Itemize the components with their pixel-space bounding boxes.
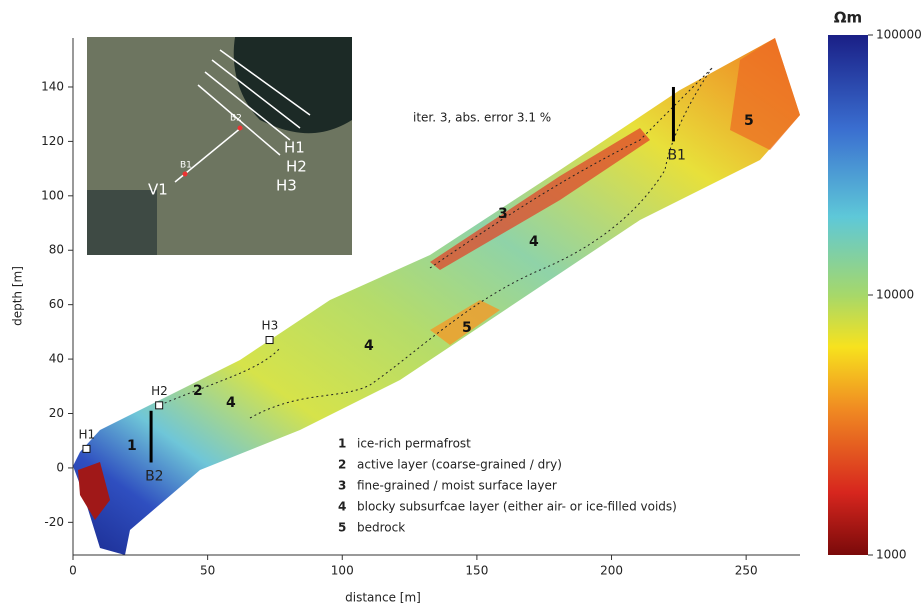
y-tick-label: 100 — [41, 188, 64, 202]
legend-text: ice-rich permafrost — [357, 437, 471, 451]
y-tick-label: 0 — [56, 460, 64, 474]
zone-label: 5 — [744, 113, 754, 129]
legend-key: 5 — [338, 521, 346, 535]
borehole — [82, 444, 91, 453]
legend-key: 3 — [338, 479, 346, 493]
profile-label: B2 — [145, 468, 164, 484]
y-tick-label: 60 — [49, 297, 64, 311]
legend-key: 1 — [338, 437, 346, 451]
borehole-label: H1 — [78, 427, 95, 441]
colorbar-tick-label: 100000 — [876, 28, 921, 42]
x-tick-label: 0 — [69, 564, 77, 578]
borehole — [265, 336, 274, 345]
annotation: iter. 3, abs. error 3.1 % — [413, 111, 551, 125]
zone-label: 3 — [498, 206, 508, 222]
colorbar — [828, 35, 868, 555]
inset-label: V1 — [148, 181, 168, 199]
zone-label: 4 — [226, 395, 236, 411]
y-tick-label: 40 — [49, 352, 64, 366]
inset-label: B1 — [180, 161, 192, 171]
legend-key: 2 — [338, 458, 346, 472]
inset-label: H3 — [276, 177, 297, 195]
x-tick-label: 200 — [600, 564, 623, 578]
zone-label: 5 — [462, 320, 472, 336]
borehole — [155, 401, 164, 410]
inset-label: H2 — [286, 158, 307, 176]
tomogram — [73, 38, 800, 555]
inset-label: B2 — [230, 114, 242, 124]
y-tick-label: 140 — [41, 79, 64, 93]
profile-label: B1 — [667, 147, 686, 163]
borehole-label: H3 — [262, 319, 279, 333]
legend-text: blocky subsurfcae layer (either air- or … — [357, 500, 677, 514]
x-tick-label: 100 — [331, 564, 354, 578]
legend-text: fine-grained / moist surface layer — [357, 479, 557, 493]
y-tick-label: 80 — [49, 243, 64, 257]
zone-label: 1 — [127, 438, 137, 454]
legend-text: active layer (coarse-grained / dry) — [357, 458, 562, 472]
x-tick-label: 50 — [200, 564, 215, 578]
colorbar-label: Ωm — [834, 9, 862, 27]
x-tick-label: 250 — [735, 564, 758, 578]
x-tick-label: 150 — [465, 564, 488, 578]
y-tick-label: 20 — [49, 406, 64, 420]
zone-label: 4 — [364, 338, 374, 354]
inset-map — [87, 37, 352, 255]
inset-label: H1 — [284, 139, 305, 157]
y-tick-label: 120 — [41, 134, 64, 148]
borehole-label: H2 — [151, 384, 168, 398]
y-axis-label: depth [m] — [11, 266, 25, 326]
zone-label: 2 — [193, 383, 203, 399]
colorbar-tick-label: 1000 — [876, 548, 907, 562]
zone-label: 4 — [529, 234, 539, 250]
y-tick-label: -20 — [44, 515, 64, 529]
x-axis-label: distance [m] — [345, 591, 421, 605]
legend-text: bedrock — [357, 521, 405, 535]
legend-key: 4 — [338, 500, 346, 514]
colorbar-tick-label: 10000 — [876, 288, 914, 302]
